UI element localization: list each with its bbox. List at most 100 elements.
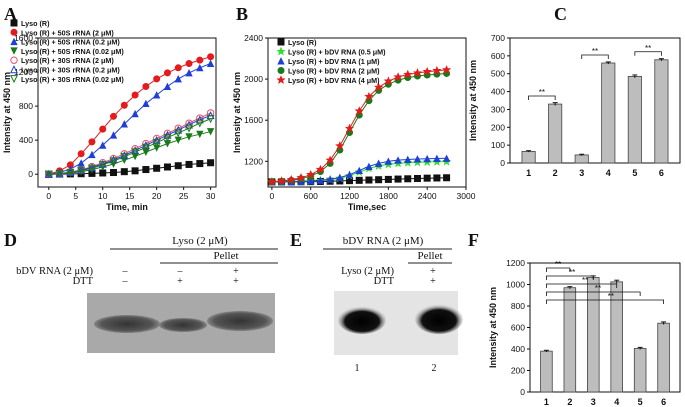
y-tick-label: 100 bbox=[491, 140, 505, 150]
data-point bbox=[98, 161, 107, 170]
x-tick-label: 5 bbox=[73, 191, 78, 201]
y-tick-label: 0 bbox=[28, 169, 33, 179]
data-point bbox=[195, 119, 204, 128]
bar bbox=[548, 103, 563, 164]
bar bbox=[587, 277, 600, 393]
data-point bbox=[142, 83, 150, 91]
data-point bbox=[394, 175, 402, 183]
data-point bbox=[99, 125, 107, 133]
bar bbox=[540, 350, 553, 393]
y-tick-label: 1200 bbox=[244, 156, 263, 166]
data-point bbox=[207, 53, 215, 61]
data-point bbox=[404, 175, 412, 183]
y-tick-label: 1600 bbox=[14, 33, 33, 43]
y-tick-label: 800 bbox=[511, 301, 525, 311]
legend-marker bbox=[9, 75, 19, 84]
data-point bbox=[364, 91, 374, 101]
data-point bbox=[344, 123, 355, 133]
legend-marker bbox=[10, 19, 18, 27]
legend-entry: Lyso (R) + bDV RNA (4 μM) bbox=[288, 76, 380, 85]
bar bbox=[563, 287, 577, 393]
y-tick-label: 200 bbox=[511, 366, 525, 376]
series-line bbox=[271, 69, 447, 183]
bar bbox=[521, 150, 536, 164]
bar bbox=[574, 154, 589, 164]
data-point bbox=[196, 63, 204, 72]
x-tick-label: 4 bbox=[606, 168, 611, 178]
significance-label: ** bbox=[582, 276, 588, 285]
significance-bracket bbox=[546, 291, 641, 296]
data-point bbox=[163, 133, 172, 142]
significance-label: ** bbox=[645, 44, 651, 53]
data-point bbox=[142, 166, 150, 174]
data-point bbox=[141, 140, 150, 149]
data-point bbox=[432, 65, 442, 75]
x-tick-label: 0 bbox=[270, 191, 275, 201]
data-point bbox=[110, 112, 118, 120]
y-tick-label: 2400 bbox=[244, 33, 263, 43]
plot-frame bbox=[37, 37, 217, 188]
panel-d-gel: Lyso (2 μM) Pellet bDV RNA (2 μM) DTT – … bbox=[16, 235, 278, 353]
data-point bbox=[55, 170, 64, 179]
legend-entry: Lyso (R) + 30S rRNA (0.02 μM) bbox=[21, 75, 124, 84]
y-tick-label: 600 bbox=[511, 323, 525, 333]
x-tick-label: 15 bbox=[125, 191, 135, 201]
data-point bbox=[442, 154, 451, 162]
panel-e-row2-label: DTT bbox=[374, 276, 395, 287]
x-tick-label: 1200 bbox=[340, 191, 359, 201]
chart-a: 0 5 10 15 20 25 30 0 400 800 1200 1600 Time, min Inte… bbox=[2, 19, 217, 212]
panel-e-header: bDV RNA (2 μM) bbox=[343, 235, 424, 247]
data-point bbox=[110, 169, 118, 177]
y-tick-label: 800 bbox=[19, 101, 33, 111]
legend-entry: Lyso (R) + bDV RNA (1 μM) bbox=[288, 57, 380, 66]
data-point bbox=[383, 76, 393, 86]
chart-c: 0 100 200 300 400 500 600 700 Intensity at 450 n… bbox=[468, 33, 681, 178]
data-point bbox=[120, 151, 129, 160]
data-point bbox=[306, 169, 316, 179]
panel-d-r2c3: + bbox=[233, 276, 239, 287]
legend-marker bbox=[10, 47, 18, 55]
legend-marker bbox=[9, 65, 19, 74]
data-point bbox=[345, 170, 354, 179]
data-point bbox=[365, 176, 373, 184]
data-point bbox=[433, 154, 441, 163]
panel-d-row1-label: bDV RNA (2 μM) bbox=[16, 266, 93, 277]
significance-label: ** bbox=[595, 284, 601, 293]
data-point bbox=[152, 139, 161, 148]
legend-marker bbox=[276, 75, 286, 84]
data-point bbox=[316, 176, 325, 184]
data-point bbox=[185, 160, 193, 168]
data-point bbox=[141, 143, 150, 152]
data-point bbox=[77, 167, 86, 176]
data-point bbox=[174, 162, 182, 170]
x-tick-label: 3 bbox=[579, 168, 584, 178]
data-point bbox=[296, 173, 306, 182]
data-point bbox=[153, 164, 161, 172]
legend-marker bbox=[10, 37, 18, 46]
y-tick-label: 400 bbox=[511, 344, 525, 354]
y-tick-label: 700 bbox=[491, 33, 505, 43]
data-point bbox=[163, 130, 172, 139]
data-point bbox=[413, 155, 422, 163]
panel-d-band-2 bbox=[159, 318, 207, 332]
panel-letter-d: D bbox=[4, 230, 17, 250]
x-tick-label: 2 bbox=[553, 168, 558, 178]
series-line bbox=[271, 73, 447, 183]
data-point bbox=[131, 146, 140, 155]
legend-marker bbox=[276, 46, 286, 56]
panel-letter-e: E bbox=[290, 230, 302, 250]
significance-label: ** bbox=[539, 88, 545, 97]
data-point bbox=[403, 69, 413, 79]
y-axis-label: Intensity at 450 nm bbox=[488, 287, 498, 368]
data-point bbox=[267, 177, 277, 186]
significance-bracket bbox=[546, 299, 664, 304]
data-point bbox=[355, 166, 363, 175]
series-line bbox=[48, 118, 211, 175]
data-point bbox=[88, 138, 96, 146]
y-tick-label: 1200 bbox=[14, 67, 33, 77]
legend-marker bbox=[277, 38, 285, 46]
data-point bbox=[384, 175, 392, 183]
data-point bbox=[163, 69, 171, 77]
data-point bbox=[185, 69, 193, 77]
